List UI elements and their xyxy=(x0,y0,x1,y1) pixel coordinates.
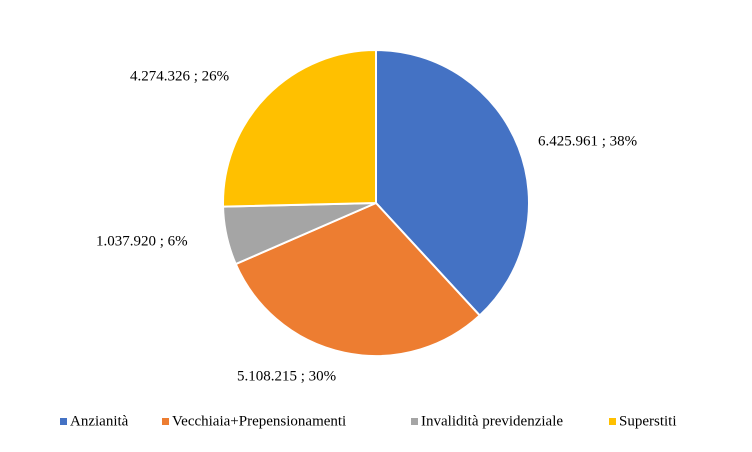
pie-slice xyxy=(375,48,530,317)
pie-slice xyxy=(222,48,377,208)
legend-label: Anzianità xyxy=(70,413,129,429)
legend-label: Superstiti xyxy=(619,413,677,429)
data-label: 1.037.920 ; 6% xyxy=(96,233,188,249)
legend-marker xyxy=(162,418,169,425)
data-label: 5.108.215 ; 30% xyxy=(237,368,336,384)
pie-slice xyxy=(234,201,482,357)
legend-marker xyxy=(609,418,616,425)
legend-label: Invalidità previdenziale xyxy=(421,413,563,429)
legend-marker xyxy=(411,418,418,425)
legend-marker xyxy=(60,418,67,425)
data-label: 4.274.326 ; 26% xyxy=(130,68,229,84)
data-label: 6.425.961 ; 38% xyxy=(538,133,637,149)
legend-label: Vecchiaia+Prepensionamenti xyxy=(172,413,346,429)
